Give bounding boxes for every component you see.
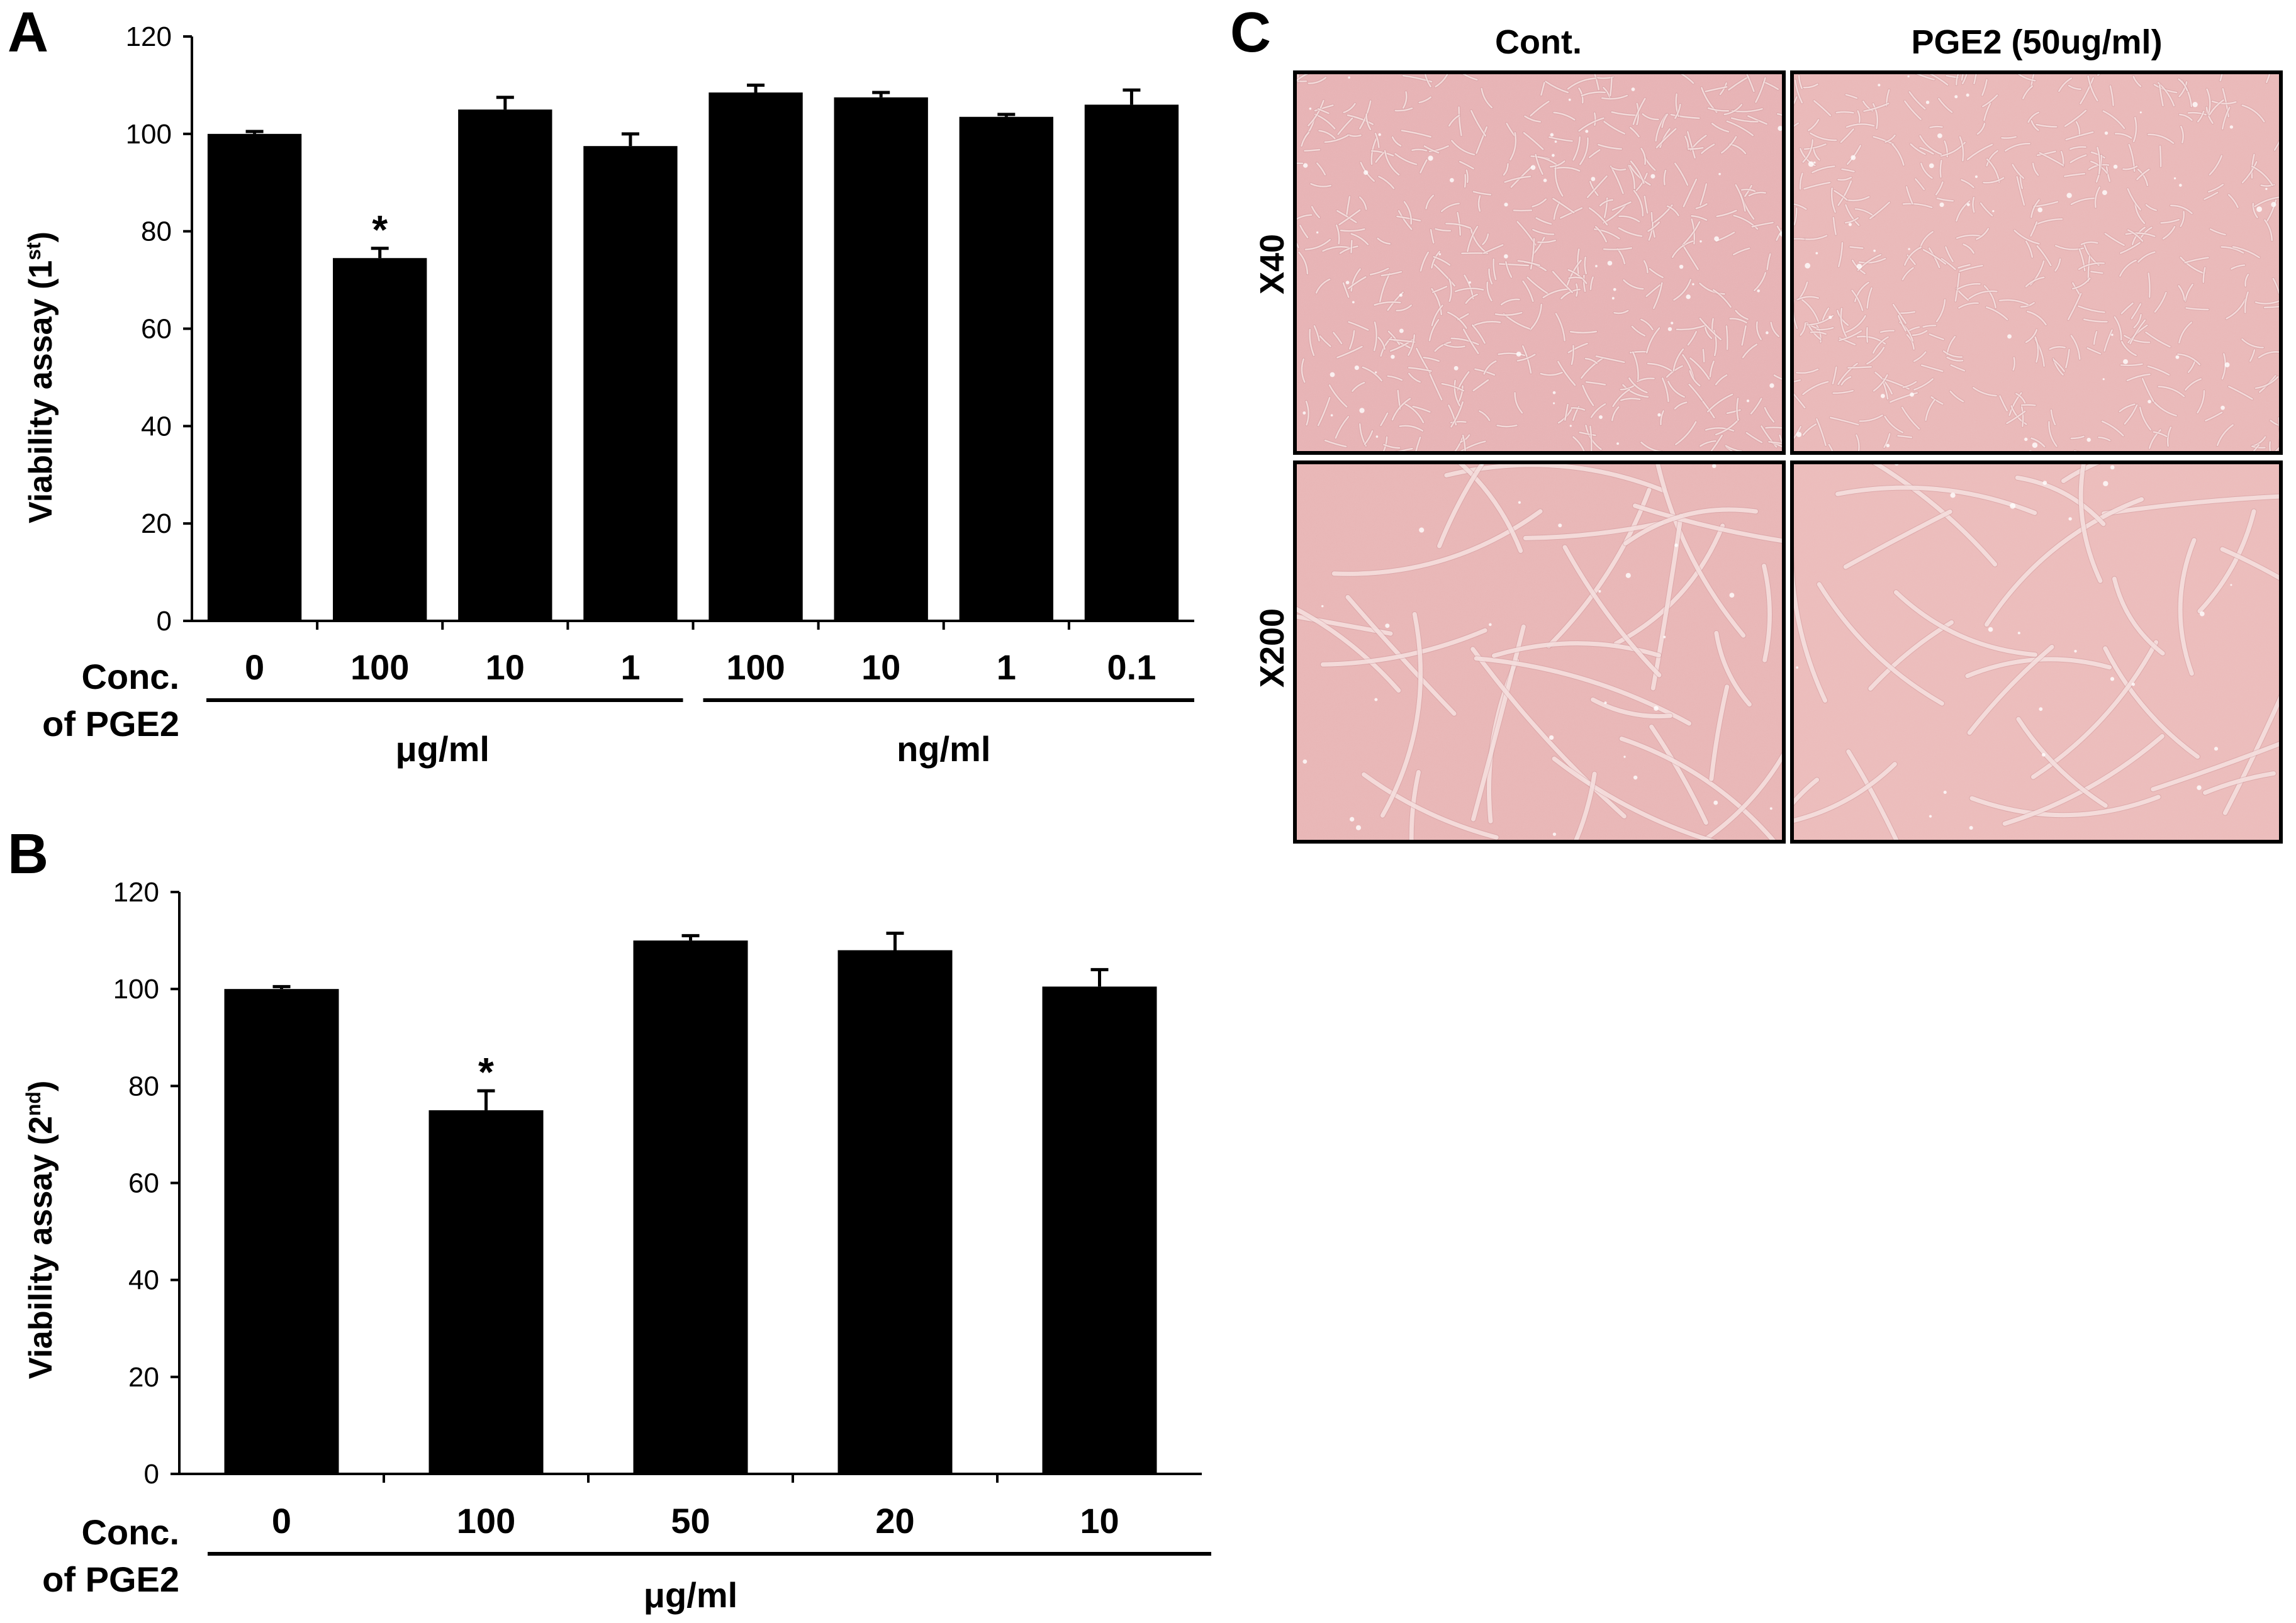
micrograph-column-header-control: Cont. [1495,23,1582,61]
category-label: 100 [457,1501,515,1541]
chart-a-category-labels: 0 100 10 1 100 10 1 0.1 [245,647,1156,687]
chart-b-category-labels: 0 100 50 20 10 [272,1501,1119,1541]
unit-group-label: μg/ml [396,729,490,769]
significance-marker: * [372,207,388,252]
bar [458,109,552,621]
category-label: 10 [486,647,525,687]
y-tick-label: 20 [141,508,172,539]
y-tick-label: 40 [141,411,172,442]
bar [708,92,803,621]
category-label: 50 [671,1501,710,1541]
category-label: 100 [350,647,409,687]
bar [1042,986,1157,1474]
bar [333,258,427,621]
chart-b-y-axis-title: Viability assay (2nd) [22,1081,59,1380]
panel-letter-c: C [1230,1,1271,64]
micrograph-frame [1790,70,2283,455]
category-label: 10 [861,647,900,687]
bar [428,1110,544,1474]
y-tick-label: 60 [141,314,172,345]
y-tick-label: 100 [113,974,159,1005]
category-label: 0.1 [1107,647,1156,687]
chart-a-y-axis-title: Viability assay (1st) [22,231,59,523]
y-tick-label: 0 [157,606,172,637]
micrograph-column-header-pge2: PGE2 (50ug/ml) [1911,23,2162,61]
y-tick-label: 120 [126,21,172,52]
chart-b-bars: * [224,932,1157,1474]
y-tick-label: 20 [128,1362,159,1393]
y-tick-label: 80 [128,1071,159,1102]
panel-letter-a: A [8,1,48,64]
micrograph-frame [1293,460,1786,844]
bar [633,940,748,1474]
category-label: 1 [997,647,1016,687]
bar [1084,104,1179,622]
bar [837,950,953,1474]
category-label: 100 [726,647,785,687]
micrograph-pge2-x40 [1790,70,2283,455]
y-tick-label: 100 [126,119,172,150]
chart-b-row-label-line1: Conc. [81,1512,179,1552]
micrograph-control-x200 [1293,460,1786,844]
significance-marker: * [478,1049,494,1095]
micrograph-frame [1293,70,1786,455]
chart-a-unit-groups: μg/ml ng/ml [206,698,1194,769]
micrograph-row-header-x200: X200 [1253,608,1291,688]
bar [224,989,339,1474]
chart-b-row-label-line2: of PGE2 [42,1559,179,1599]
unit-group-label: ng/ml [897,729,990,769]
micrograph-panel: Cont. PGE2 (50ug/ml) X40 X200 [1253,23,2283,844]
micrograph-pge2-x200 [1790,460,2283,844]
chart-a-row-label-line1: Conc. [81,657,179,696]
chart-b-unit-groups: μg/ml [208,1552,1211,1615]
micrograph-control-x40 [1293,70,1786,455]
bar [834,97,928,622]
y-tick-label: 120 [113,877,159,908]
category-label: 20 [875,1501,914,1541]
bar [207,133,302,622]
panel-letter-b: B [8,823,48,886]
y-tick-label: 80 [141,216,172,247]
category-label: 0 [245,647,264,687]
y-tick-label: 0 [144,1459,159,1490]
y-tick-label: 40 [128,1265,159,1296]
chart-a-row-label-line2: of PGE2 [42,704,179,744]
y-tick-label: 60 [128,1168,159,1199]
category-label: 0 [272,1501,291,1541]
micrograph-frame [1790,460,2283,844]
micrograph-row-header-x40: X40 [1253,234,1291,294]
bar [583,146,678,621]
bar [959,116,1053,622]
chart-a-bars: * [207,83,1179,622]
category-label: 1 [620,647,640,687]
unit-group-label: μg/ml [644,1575,737,1615]
category-label: 10 [1080,1501,1119,1541]
